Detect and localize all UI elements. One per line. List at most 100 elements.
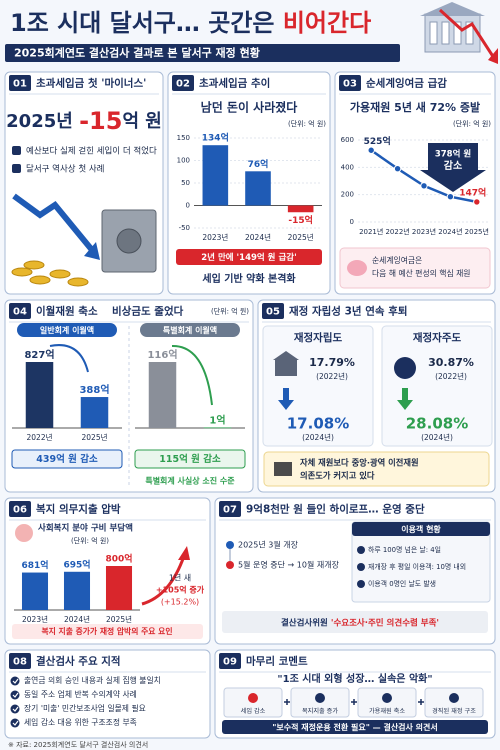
coin-icon [394, 357, 416, 379]
callout: (+15.2%) [161, 598, 199, 607]
growth-arrowhead [178, 546, 190, 560]
icon [382, 693, 392, 703]
panel-title: 초과세입금 첫 '마이너스' [36, 77, 146, 90]
bullet-icon [12, 146, 21, 155]
quote: "1조 시대 외형 성장… 실속은 악화" [277, 672, 432, 685]
bar [203, 427, 232, 429]
x-tick-label: 2024년 [64, 614, 90, 624]
bar [21, 572, 49, 610]
value-label: -15억 [288, 214, 313, 226]
indicator-box [381, 325, 493, 447]
bar [80, 397, 109, 428]
bullet-text: 달서구 역사상 첫 사례 [26, 164, 105, 175]
panel-number: 03 [343, 79, 357, 90]
value-label: 76억 [248, 158, 269, 170]
icon-label: 복지지출 증가 [302, 707, 338, 715]
piggy-icon [347, 260, 367, 276]
timeline-dot [226, 541, 234, 549]
note: 복지 지출 증가가 재정 압박의 주요 요인 [41, 626, 172, 636]
chart-title: 사회복지 분야 구비 부담액 [38, 523, 133, 534]
summary: 115억 원 감소 [159, 453, 221, 465]
note-box [222, 611, 488, 633]
check-mark [12, 706, 19, 712]
note: 다음 해 예산 편성의 핵심 재원 [372, 268, 470, 278]
finding: 장기 '미출' 민간보조사업 일몰제 필요 [24, 703, 146, 713]
text-part: 결산검사위원 [281, 617, 331, 628]
check-mark [12, 720, 19, 726]
y-tick-label: 200 [341, 191, 354, 199]
stats-item: 이용객 0명인 날도 발생 [368, 579, 436, 588]
panel-badge [172, 75, 194, 91]
callout: 1년 새 [169, 573, 191, 583]
panel-title: 순세계잉여금 급감 [366, 77, 447, 90]
point [420, 182, 428, 190]
panel-number: 07 [223, 505, 237, 516]
value-label: 827억 [24, 349, 54, 361]
trend-arrow [438, 8, 496, 59]
panel-subtitle: 비상금도 줄었다 [112, 305, 184, 318]
panel [334, 71, 496, 295]
check-mark [12, 692, 19, 698]
panel-number: 04 [13, 307, 27, 318]
icon [449, 693, 459, 703]
stats-item: 재개장 후 평일 이용객: 10명 내외 [368, 562, 466, 571]
y-tick-label: 0 [186, 202, 190, 210]
text-part: 2025년 [6, 111, 79, 132]
after-year: (2024년) [421, 432, 453, 442]
unit: (단위: 억 원) [71, 536, 109, 545]
callout: 감소 [444, 160, 462, 172]
y-tick-label: 600 [341, 136, 354, 144]
building-column [441, 21, 450, 45]
decline-arrow [171, 344, 213, 406]
building-column [465, 21, 474, 45]
x-tick-label: 2023년 [412, 227, 436, 236]
building-column [429, 21, 438, 45]
value-label: 681억 [21, 559, 48, 571]
stats-header [352, 522, 490, 536]
label-pill [140, 323, 240, 337]
text-part: -15 [79, 107, 122, 135]
building-column [453, 21, 462, 45]
panel-number: 02 [176, 79, 190, 90]
footer-text: 세입 기반 약화 본격화 [202, 272, 296, 285]
panel-badge [9, 75, 31, 91]
unit: (단위: 억 원) [288, 119, 326, 128]
panel-title: 마무리 코멘트 [246, 655, 308, 668]
point [473, 198, 481, 206]
x-tick-label: 2022년 [385, 227, 409, 236]
y-tick-label: 150 [177, 134, 190, 142]
value-label: 695억 [63, 558, 90, 570]
chart-label: 일반회계 이월액 [40, 325, 94, 335]
panel-title: 결산검사 주요 지적 [36, 655, 121, 668]
check-icon [10, 718, 20, 728]
y-tick-label: 0 [350, 218, 354, 226]
falling-arrow [12, 193, 95, 252]
growth-arrow [141, 555, 186, 606]
coin [11, 267, 33, 277]
text-part: '수요조사·주민 의견수렴 부족' [331, 617, 439, 628]
icon [315, 693, 325, 703]
note: 결산검사위원 '수요조사·주민 의견수렴 부족' [281, 617, 439, 628]
panel-badge [9, 653, 31, 669]
icon-label: 가용재원 축소 [369, 707, 405, 715]
coin [67, 277, 89, 287]
subtitle: 2025회계연도 결산검사 결과로 본 달서구 재정 현황 [14, 46, 260, 60]
bar [63, 571, 91, 610]
indicator-name: 재정자주도 [413, 331, 462, 344]
panel-number: 09 [223, 657, 237, 668]
bar [25, 362, 54, 428]
icon [248, 693, 258, 703]
timeline-text: 5월 운영 중단 → 10월 재개장 [238, 560, 340, 570]
before-value: 30.87% [428, 356, 474, 369]
title-text: 1조 시대 달서구… 곳간은 [10, 9, 283, 37]
footer-bar [222, 720, 488, 734]
point [446, 193, 455, 201]
callout: +105억 증가 [156, 585, 205, 595]
timeline-dot [226, 561, 234, 569]
bar [148, 362, 177, 428]
note: 순세계잉여금은 [372, 255, 422, 265]
x-tick-label: 2025년 [106, 614, 132, 624]
icon-label: 세입 감소 [241, 707, 266, 715]
